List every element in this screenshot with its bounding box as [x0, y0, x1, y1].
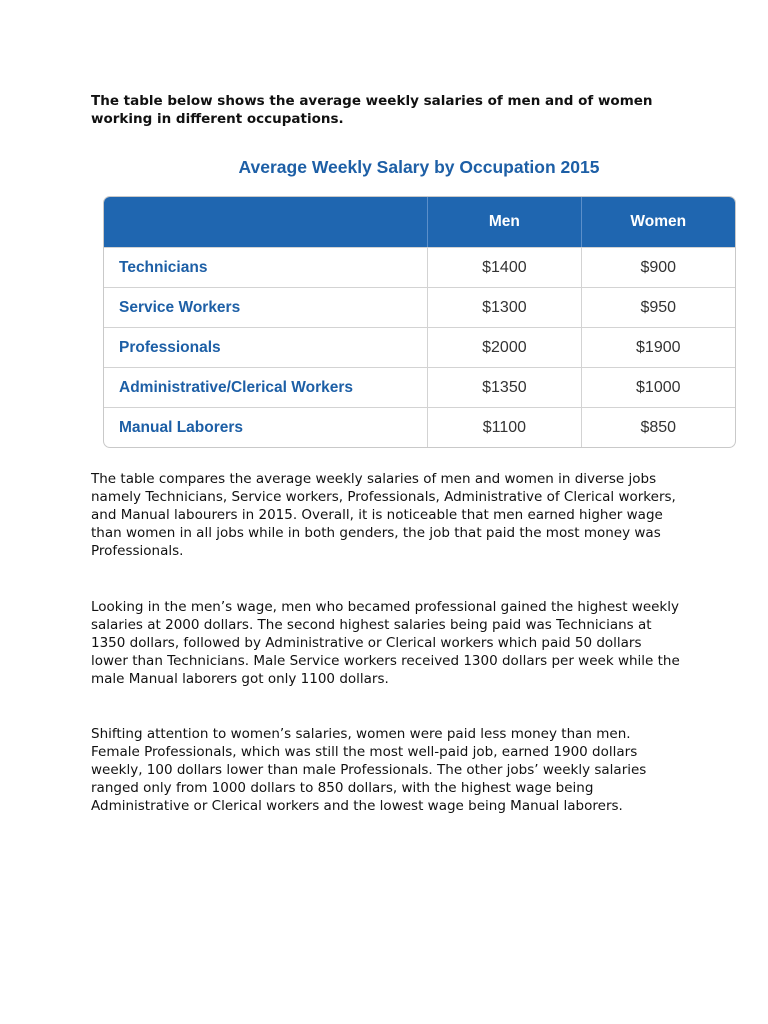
salary-table: Men Women Technicians $1400 $900 Service… [103, 196, 736, 448]
table-row: Service Workers $1300 $950 [104, 287, 735, 327]
paragraph-women-wages: Shifting attention to women’s salaries, … [91, 726, 647, 814]
men-salary-cell: $2000 [427, 327, 581, 367]
occupation-cell: Service Workers [104, 287, 428, 327]
men-salary-cell: $1100 [427, 407, 581, 447]
women-salary-cell: $850 [580, 407, 735, 447]
women-salary-cell: $1900 [580, 327, 735, 367]
occupation-cell: Administrative/Clerical Workers [104, 367, 428, 407]
header-men: Men [427, 197, 581, 247]
occupation-cell: Professionals [104, 327, 428, 367]
table-row: Manual Laborers $1100 $850 [104, 407, 735, 447]
women-salary-cell: $950 [580, 287, 735, 327]
header-women: Women [580, 197, 735, 247]
women-salary-cell: $1000 [580, 367, 735, 407]
women-salary-cell: $900 [580, 247, 735, 287]
paragraph-overview: The table compares the average weekly sa… [91, 471, 676, 559]
table-row: Professionals $2000 $1900 [104, 327, 735, 367]
men-salary-cell: $1350 [427, 367, 581, 407]
task-prompt: The table below shows the average weekly… [91, 93, 653, 127]
header-occupation [104, 197, 428, 247]
paragraph-men-wages: Looking in the men’s wage, men who becam… [91, 599, 680, 687]
table-header-row: Men Women [104, 197, 735, 247]
men-salary-cell: $1400 [427, 247, 581, 287]
table-title: Average Weekly Salary by Occupation 2015 [238, 157, 600, 177]
occupation-cell: Technicians [104, 247, 428, 287]
table-row: Technicians $1400 $900 [104, 247, 735, 287]
men-salary-cell: $1300 [427, 287, 581, 327]
table-row: Administrative/Clerical Workers $1350 $1… [104, 367, 735, 407]
occupation-cell: Manual Laborers [104, 407, 428, 447]
